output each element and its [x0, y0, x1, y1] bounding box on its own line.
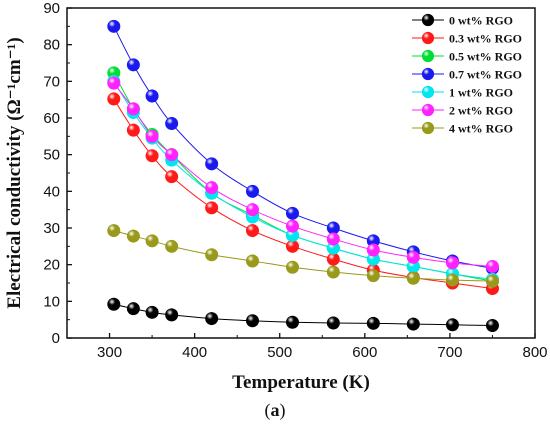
series-line: [113, 230, 493, 282]
figure-caption: (a): [0, 400, 550, 421]
data-point: [245, 184, 259, 198]
data-point: [126, 102, 140, 116]
caption-open: (: [264, 400, 271, 420]
data-point: [165, 148, 179, 162]
data-point: [326, 252, 340, 266]
y-tick-label: 40: [43, 183, 60, 200]
y-tick-label: 80: [43, 37, 60, 54]
data-point: [145, 89, 159, 103]
y-tick-label: 70: [43, 73, 60, 90]
legend-label: 0.3 wt% RGO: [449, 32, 522, 46]
data-point: [366, 316, 380, 330]
y-axis-title: Electrical conductivity (Ω⁻¹cm⁻¹): [4, 37, 25, 308]
data-point: [285, 219, 299, 233]
legend-marker: [421, 121, 435, 135]
data-point: [205, 181, 219, 195]
data-point: [326, 221, 340, 235]
data-point: [485, 259, 499, 273]
data-point: [107, 92, 121, 106]
data-point: [285, 206, 299, 220]
data-point: [165, 117, 179, 131]
chart: 300 400 500 600 700 800 0 10 20 30 40 50 60 70 80 90 0 …: [4, 0, 548, 393]
data-point: [326, 265, 340, 279]
data-point: [285, 239, 299, 253]
data-point: [145, 305, 159, 319]
data-point: [445, 256, 459, 270]
y-tick-label: 90: [43, 0, 60, 17]
x-axis-title: Temperature (K): [232, 372, 370, 393]
y-tick-label: 50: [43, 147, 60, 164]
data-point: [145, 149, 159, 163]
data-point: [406, 271, 420, 285]
legend-marker: [421, 103, 435, 117]
data-point: [245, 224, 259, 238]
x-tick-label: 300: [97, 344, 122, 361]
data-point: [326, 232, 340, 246]
data-point: [126, 302, 140, 316]
legend-label: 1 wt% RGO: [449, 86, 513, 100]
data-point: [107, 19, 121, 33]
x-tick-label: 800: [522, 344, 547, 361]
data-point: [245, 254, 259, 268]
data-point: [165, 170, 179, 184]
data-point: [107, 224, 121, 238]
data-point: [406, 317, 420, 331]
caption-close: ): [279, 400, 286, 420]
data-point: [126, 58, 140, 72]
legend-marker: [421, 67, 435, 81]
data-point: [245, 314, 259, 328]
y-tick-label: 30: [43, 220, 60, 237]
legend-marker: [421, 85, 435, 99]
data-point: [445, 318, 459, 332]
data-point: [165, 239, 179, 253]
data-point: [107, 297, 121, 311]
series-line: [113, 26, 493, 269]
data-point: [145, 129, 159, 143]
data-point: [485, 274, 499, 288]
data-point: [205, 312, 219, 326]
data-point: [326, 316, 340, 330]
legend-marker: [421, 13, 435, 27]
legend-marker: [421, 31, 435, 45]
data-point: [366, 243, 380, 257]
x-tick-label: 600: [352, 344, 377, 361]
data-point: [285, 260, 299, 274]
data-point: [366, 269, 380, 283]
legend-label: 4 wt% RGO: [449, 122, 513, 136]
x-tick-label: 700: [437, 344, 462, 361]
data-point: [126, 123, 140, 137]
data-point: [205, 248, 219, 262]
data-point: [145, 234, 159, 248]
y-tick-label: 0: [52, 330, 60, 347]
data-point: [485, 319, 499, 333]
data-point: [165, 308, 179, 322]
y-tick-label: 20: [43, 257, 60, 274]
y-tick-label: 10: [43, 293, 60, 310]
data-point: [126, 229, 140, 243]
data-point: [107, 76, 121, 90]
data-point: [205, 157, 219, 171]
data-point: [285, 315, 299, 329]
caption-letter: a: [270, 400, 280, 420]
legend-label: 2 wt% RGO: [449, 104, 513, 118]
x-tick-label: 500: [267, 344, 292, 361]
legend-label: 0.7 wt% RGO: [449, 68, 522, 82]
y-tick-label: 60: [43, 110, 60, 127]
legend-marker: [421, 49, 435, 63]
legend-label: 0.5 wt% RGO: [449, 50, 522, 64]
data-point: [245, 203, 259, 217]
data-point: [406, 250, 420, 264]
data-point: [205, 201, 219, 215]
x-tick-label: 400: [182, 344, 207, 361]
legend-label: 0 wt% RGO: [449, 14, 513, 28]
data-point: [445, 273, 459, 287]
